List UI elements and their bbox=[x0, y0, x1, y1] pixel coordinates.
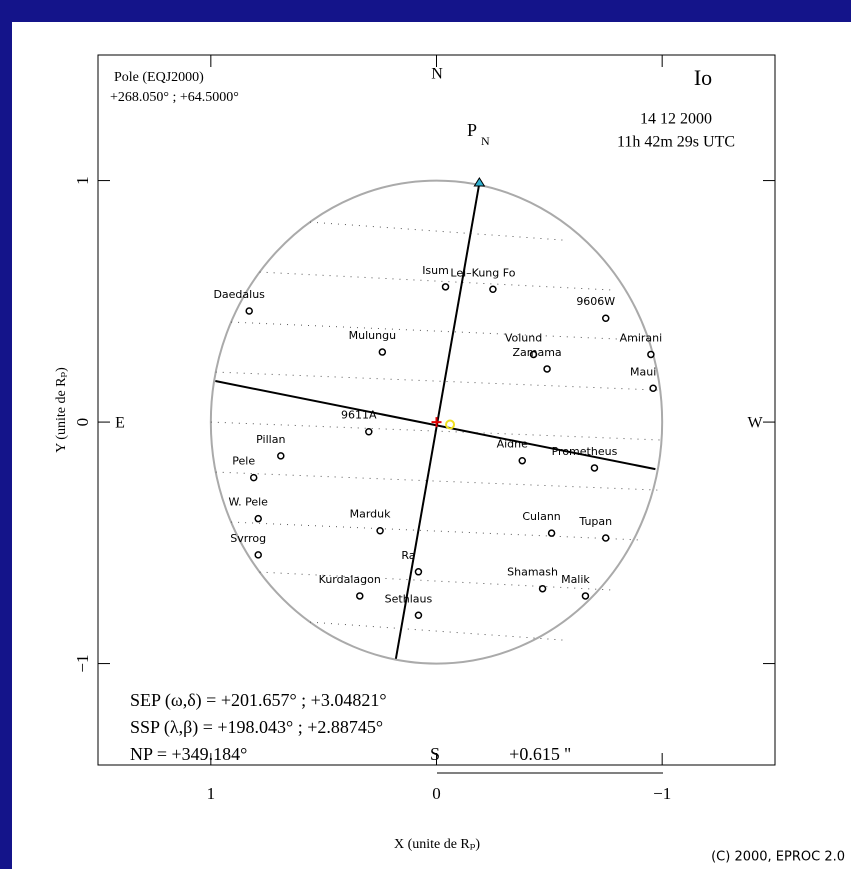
feature-label: Aidne bbox=[497, 438, 529, 451]
feature-label: Tupan bbox=[578, 515, 612, 528]
feature-point bbox=[602, 534, 610, 542]
scale-value: +0.615 '' bbox=[509, 744, 571, 764]
feature-point bbox=[647, 350, 655, 359]
feature-label: Ra bbox=[401, 549, 415, 562]
feature-label: Daedalus bbox=[213, 288, 265, 301]
scale-letter: S bbox=[430, 744, 440, 764]
time: 11h 42m 29s UTC bbox=[617, 134, 735, 151]
y-tick-label: 0 bbox=[73, 418, 92, 427]
feature-label: Malik bbox=[561, 573, 590, 586]
body: Io bbox=[694, 65, 712, 90]
feature-point bbox=[538, 584, 547, 593]
x-tick-label: 1 bbox=[207, 784, 216, 803]
feature-label: Lei–Kung Fo bbox=[450, 266, 515, 279]
feature-point bbox=[590, 464, 599, 472]
feature-point bbox=[376, 526, 384, 535]
north: N bbox=[431, 66, 443, 83]
feature-point bbox=[441, 283, 450, 291]
feature-label: Pillan bbox=[256, 433, 285, 446]
feature-label: Zamama bbox=[512, 346, 561, 359]
feature-label: Amirani bbox=[620, 331, 663, 344]
feature-point bbox=[489, 285, 497, 294]
feature-point bbox=[249, 473, 258, 482]
feature-label: Marduk bbox=[350, 508, 392, 521]
x-axis-label: X (unite de Rₚ) bbox=[394, 837, 480, 852]
feature-label: W. Pele bbox=[228, 496, 268, 509]
sub-point bbox=[431, 417, 442, 428]
west: W bbox=[747, 415, 763, 432]
feature-label: Pele bbox=[232, 455, 255, 468]
copyright: (C) 2000, EPROC 2.0 bbox=[711, 850, 845, 865]
date: 14 12 2000 bbox=[640, 111, 712, 128]
y-tick-label: 1 bbox=[73, 176, 92, 185]
feature-label: 9606W bbox=[576, 295, 615, 308]
feature-point bbox=[529, 350, 538, 359]
feature-point bbox=[378, 348, 387, 356]
sep: SEP (ω,δ) = +201.657° ; +3.04821° bbox=[130, 690, 387, 711]
pole-marker-symbol bbox=[473, 177, 486, 187]
feature-label: Isum bbox=[422, 264, 449, 277]
feature-label: Kurdalagon bbox=[319, 573, 381, 586]
feature-label: Shamash bbox=[507, 566, 558, 579]
ssp: SSP (λ,β) = +198.043° ; +2.88745° bbox=[130, 717, 383, 738]
pole-marker-sub: N bbox=[481, 134, 490, 148]
feature-point bbox=[254, 551, 262, 559]
grid-line bbox=[309, 221, 564, 241]
feature-label: Sethlaus bbox=[385, 592, 433, 605]
x-tick-label: −1 bbox=[653, 784, 671, 803]
y-axis-label: Y (unite de Rₚ) bbox=[54, 367, 69, 453]
y-tick-label: −1 bbox=[73, 655, 92, 673]
feature-point bbox=[649, 384, 657, 393]
feature-label: Maui bbox=[630, 365, 656, 378]
east: E bbox=[115, 415, 125, 432]
pole-marker: P bbox=[467, 120, 477, 140]
panel bbox=[12, 22, 851, 869]
equator bbox=[215, 380, 656, 471]
meridian bbox=[394, 182, 481, 659]
feature-label: 9611A bbox=[341, 409, 377, 422]
feature-label: Prometheus bbox=[552, 445, 618, 458]
feature-point bbox=[581, 592, 590, 600]
feature-label: Volund bbox=[505, 331, 542, 344]
feature-point bbox=[356, 592, 364, 600]
feature-point bbox=[547, 529, 556, 537]
feature-point bbox=[277, 452, 285, 460]
sub-point bbox=[445, 419, 456, 430]
feature-point bbox=[414, 611, 423, 620]
feature-point bbox=[518, 456, 527, 465]
pole-title: Pole (EQJ2000) bbox=[114, 70, 204, 85]
pole-values: +268.050° ; +64.5000° bbox=[110, 90, 239, 105]
feature-point bbox=[414, 568, 423, 576]
feature-point bbox=[365, 427, 373, 436]
feature-point bbox=[245, 307, 253, 315]
feature-point bbox=[602, 314, 610, 322]
np: NP = +349.184° bbox=[130, 744, 247, 764]
feature-point bbox=[254, 514, 262, 523]
feature-point bbox=[543, 365, 551, 373]
feature-label: Mulungu bbox=[349, 329, 396, 342]
feature-label: Svrrog bbox=[230, 532, 266, 545]
x-tick-label: 0 bbox=[432, 784, 441, 803]
grid-line bbox=[309, 621, 564, 641]
feature-label: Culann bbox=[522, 510, 560, 523]
